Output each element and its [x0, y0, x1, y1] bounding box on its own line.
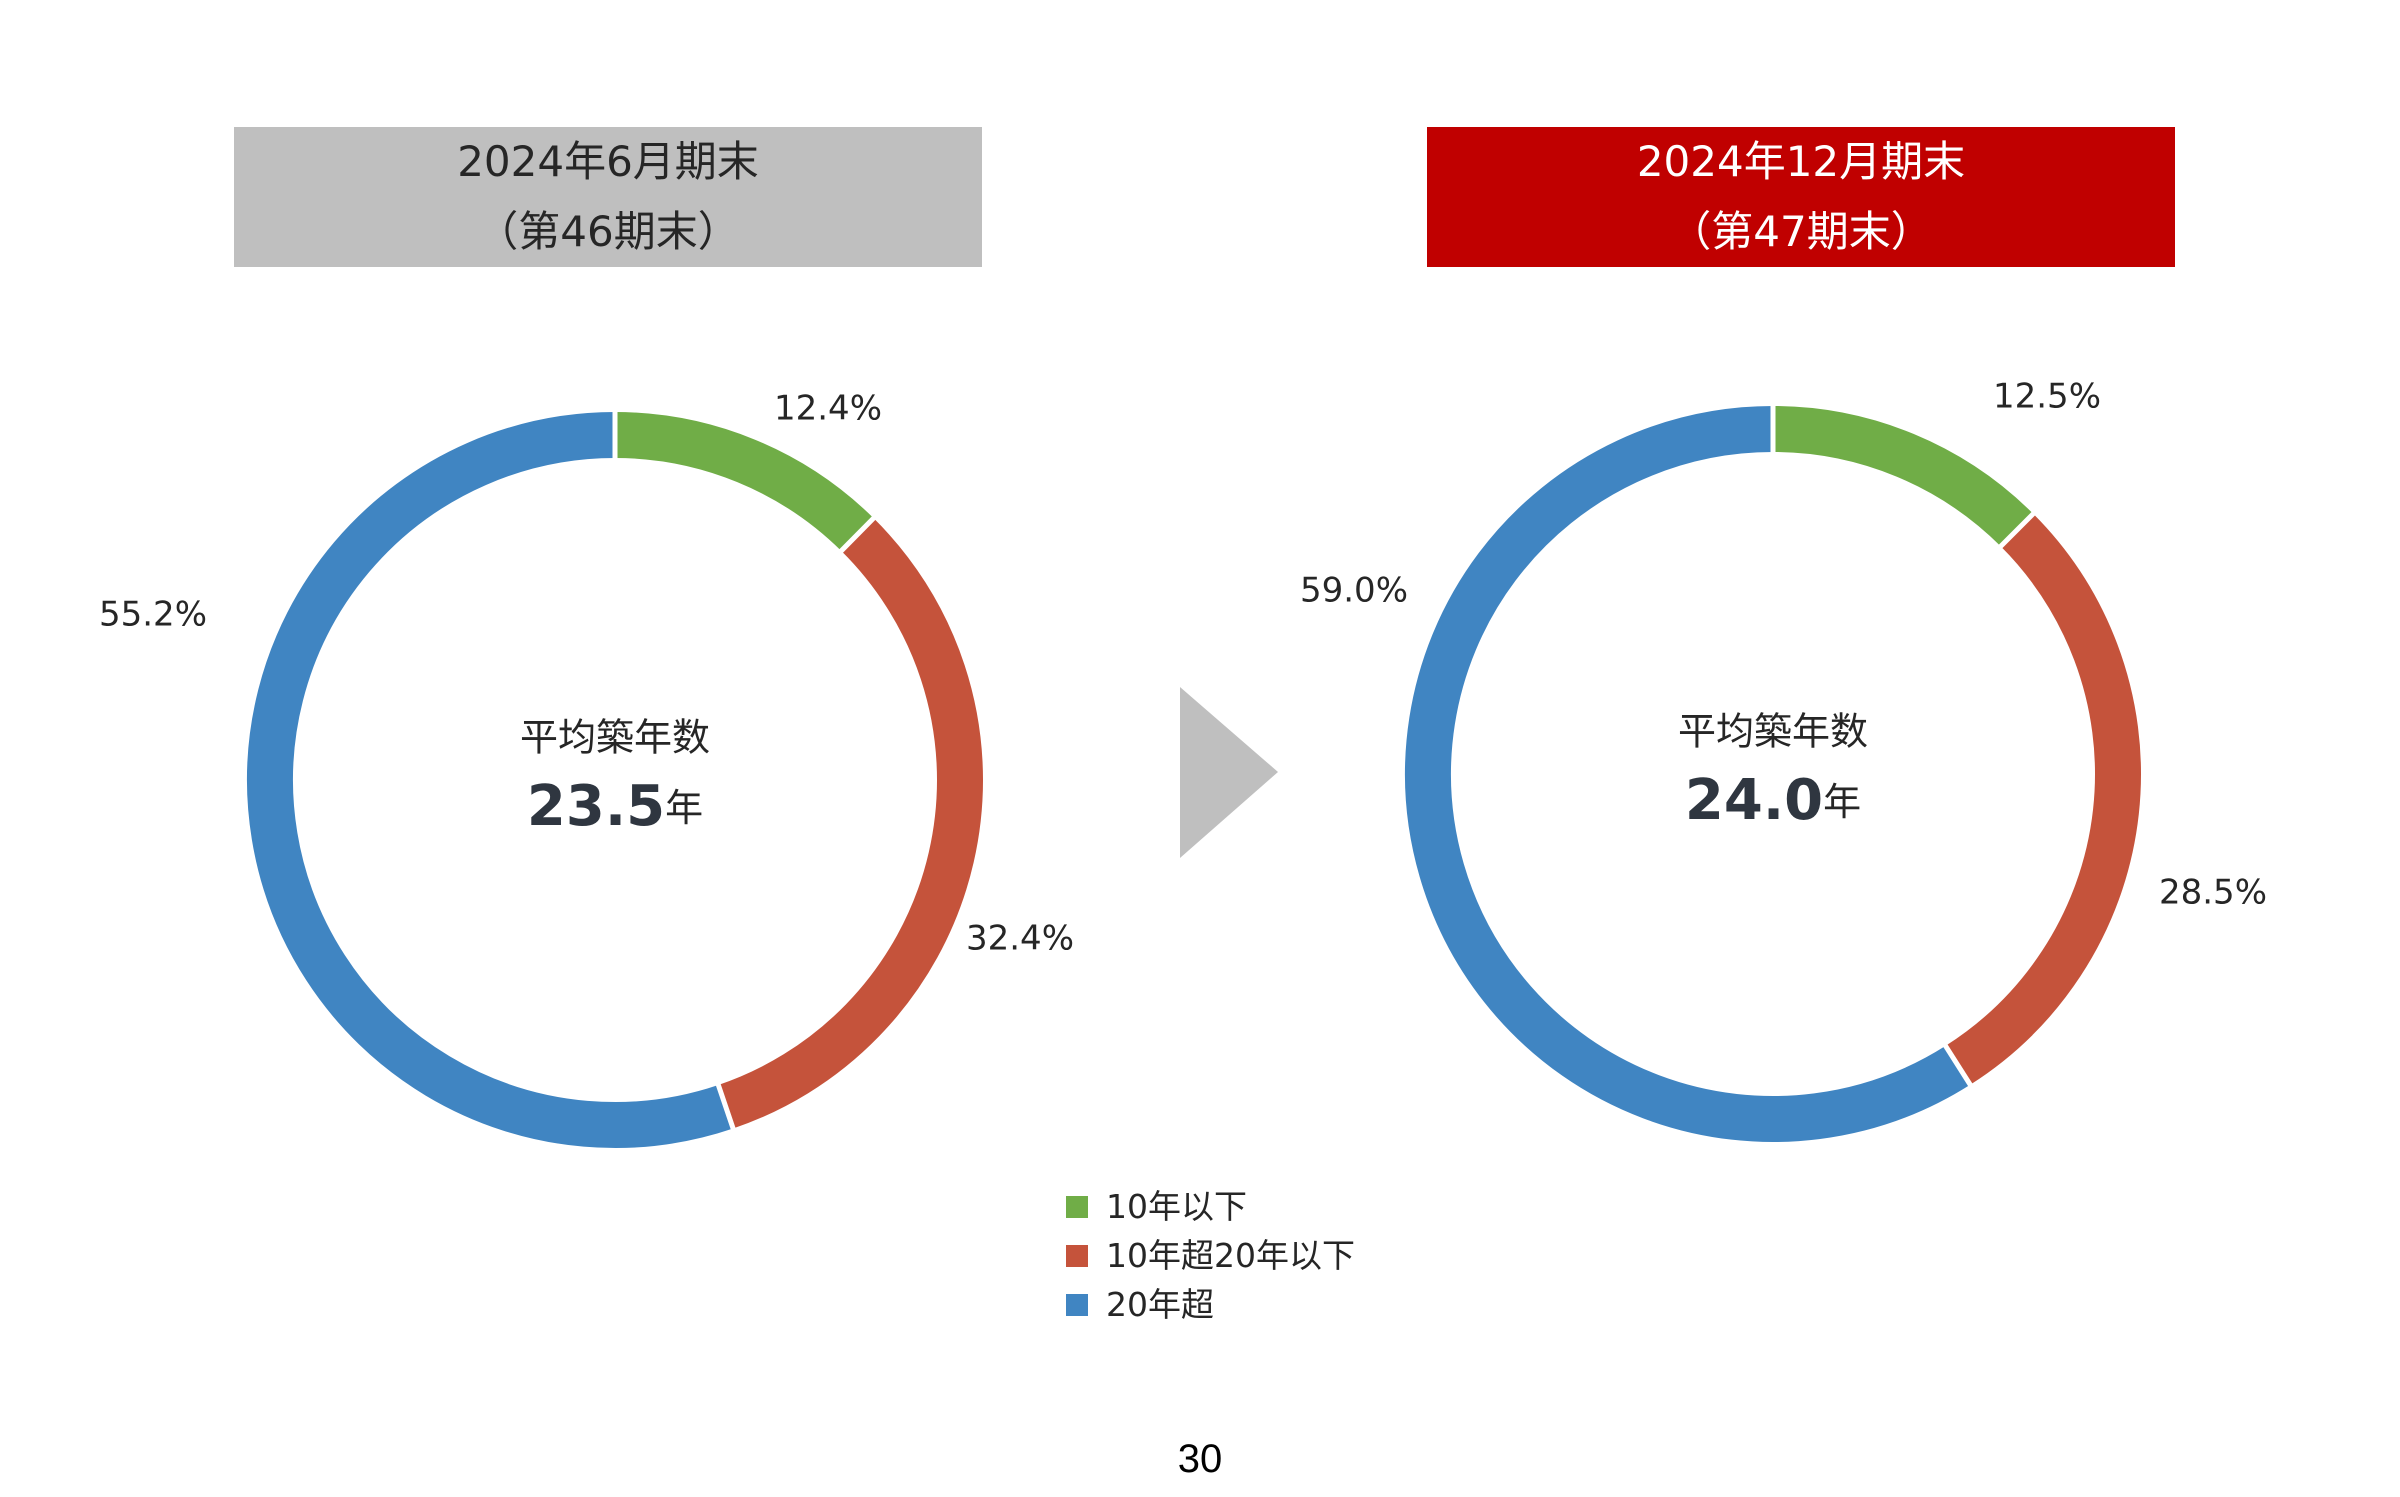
- legend-swatch: [1066, 1293, 1088, 1316]
- chart-legend: 10年以下 10年超20年以下 20年超: [1066, 1182, 1355, 1329]
- arrow-right-icon: [1180, 687, 1278, 858]
- average-age-unit: 年: [1823, 780, 1861, 824]
- period-header-title: 2024年6月期末: [457, 137, 759, 186]
- slice-data-label: 12.5%: [1993, 377, 2101, 417]
- period-header-jun-2024: 2024年6月期末 （第46期末）: [234, 127, 982, 267]
- slice-data-label: 32.4%: [966, 919, 1074, 959]
- slice-separator: [715, 1082, 737, 1132]
- slice-separator: [1997, 510, 2037, 550]
- period-header-subtitle: （第47期末）: [1669, 207, 1933, 256]
- period-header-subtitle: （第46期末）: [476, 207, 740, 256]
- donut-slice: [247, 412, 734, 1148]
- legend-item: 10年以下: [1066, 1182, 1355, 1231]
- donut-slice: [1945, 513, 2141, 1085]
- average-age-value: 23.5年: [527, 774, 703, 839]
- legend-swatch: [1066, 1195, 1088, 1218]
- period-header-title: 2024年12月期末: [1636, 137, 1966, 186]
- donut-slice: [718, 518, 983, 1129]
- slice-data-label: 55.2%: [99, 595, 207, 635]
- legend-swatch: [1066, 1244, 1088, 1267]
- legend-item: 20年超: [1066, 1280, 1355, 1329]
- slice-separator: [1942, 1042, 1974, 1088]
- slice-data-label: 12.4%: [774, 389, 882, 429]
- slice-data-label: 28.5%: [2159, 873, 2267, 913]
- legend-label: 10年超20年以下: [1106, 1236, 1355, 1275]
- legend-label: 10年以下: [1106, 1187, 1247, 1226]
- legend-item: 10年超20年以下: [1066, 1231, 1355, 1280]
- center-caption: 平均築年数: [520, 716, 710, 760]
- period-header-dec-2024: 2024年12月期末 （第47期末）: [1427, 127, 2175, 267]
- average-age-value: 24.0年: [1685, 768, 1861, 833]
- page-number: 30: [1177, 1437, 1223, 1481]
- average-age-number: 24.0: [1685, 768, 1823, 833]
- donut-slice: [1405, 406, 1971, 1142]
- average-age-number: 23.5: [527, 774, 665, 839]
- slice-separator: [838, 514, 877, 555]
- donut-slice: [1772, 406, 2034, 547]
- slice-data-label: 59.0%: [1300, 571, 1408, 611]
- legend-label: 20年超: [1106, 1285, 1214, 1324]
- center-caption: 平均築年数: [1678, 710, 1868, 754]
- average-age-unit: 年: [665, 786, 703, 830]
- donut-slice: [614, 412, 874, 552]
